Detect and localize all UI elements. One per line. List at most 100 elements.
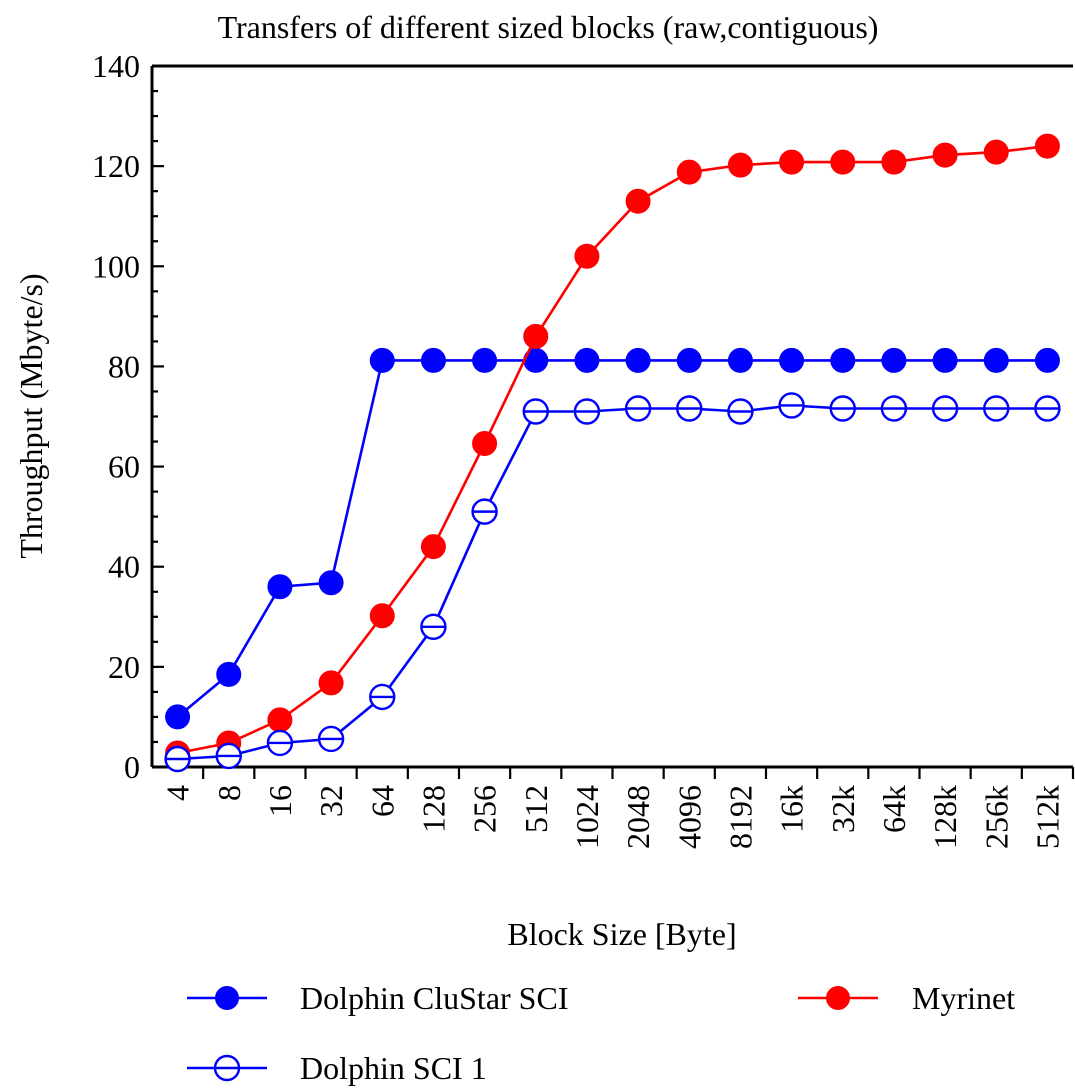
y-tick-label: 0: [124, 749, 140, 785]
data-point: [420, 613, 447, 640]
data-point: [881, 149, 907, 175]
data-point: [625, 347, 651, 373]
data-point: [779, 149, 805, 175]
x-tick-label: 2048: [620, 785, 656, 849]
data-point: [880, 395, 908, 422]
data-point: [624, 395, 652, 422]
data-point: [369, 347, 395, 373]
data-point: [420, 534, 446, 560]
y-tick-label: 40: [108, 549, 140, 585]
series-line: [177, 404, 1048, 761]
data-point: [676, 395, 703, 422]
legend-label: Dolphin SCI 1: [300, 1050, 487, 1086]
series-line: [177, 144, 1048, 755]
data-point: [779, 347, 805, 373]
legend-label: Dolphin CluStar SCI: [300, 980, 568, 1016]
data-point: [369, 603, 395, 629]
data-point: [829, 395, 856, 422]
data-point: [1034, 395, 1061, 422]
legend-marker: [215, 986, 239, 1010]
legend-marker: [213, 1054, 241, 1082]
data-point: [420, 347, 446, 373]
x-tick-label: 64: [364, 785, 400, 817]
data-point: [676, 159, 702, 185]
x-tick-label: 16k: [774, 785, 810, 833]
data-point: [932, 347, 958, 373]
x-tick-label: 32: [313, 785, 349, 817]
data-point: [1034, 133, 1060, 159]
x-tick-label: 256k: [978, 785, 1014, 849]
x-tick-label: 1024: [569, 785, 605, 849]
data-point: [267, 574, 293, 600]
data-point: [983, 139, 1009, 165]
data-point: [266, 729, 294, 757]
data-point: [983, 395, 1010, 422]
data-point: [932, 142, 958, 168]
legend-marker: [826, 986, 850, 1010]
data-point: [574, 243, 600, 269]
data-point: [574, 347, 600, 373]
y-axis-ticks: 0 20 40 60 80 100 120 140: [92, 48, 164, 785]
data-point: [983, 347, 1009, 373]
y-tick-label: 80: [108, 348, 140, 384]
y-tick-label: 120: [92, 148, 140, 184]
y-tick-label: 140: [92, 48, 140, 84]
data-point: [625, 188, 651, 214]
series-0: [165, 347, 1060, 730]
data-point: [931, 395, 959, 422]
data-point: [216, 661, 242, 687]
x-tick-label: 64k: [876, 785, 912, 833]
legend-item: Dolphin SCI 1: [187, 1050, 487, 1086]
data-point: [727, 398, 754, 425]
data-point: [727, 347, 753, 373]
data-point: [778, 392, 805, 419]
x-tick-label: 256: [467, 785, 503, 833]
y-tick-label: 100: [92, 248, 140, 284]
x-tick-label: 16: [262, 785, 298, 817]
data-point: [523, 323, 549, 349]
data-point: [318, 670, 344, 696]
x-tick-label: 4: [160, 785, 196, 801]
data-point: [830, 347, 856, 373]
x-tick-label: 128: [415, 785, 451, 833]
legend-label: Myrinet: [912, 980, 1015, 1016]
data-point: [471, 498, 498, 525]
data-point: [317, 725, 345, 753]
legend-item: Myrinet: [798, 980, 1015, 1016]
legend-item: Dolphin CluStar SCI: [187, 980, 568, 1016]
data-point: [727, 152, 753, 178]
data-point: [472, 431, 498, 457]
data-point: [522, 398, 549, 425]
x-tick-label: 4096: [671, 785, 707, 849]
x-tick-label: 32k: [825, 785, 861, 833]
x-tick-label: 8192: [722, 785, 758, 849]
series-line: [176, 359, 1048, 718]
data-point: [369, 683, 396, 711]
y-tick-label: 60: [108, 449, 140, 485]
data-point: [676, 347, 702, 373]
series-1: [165, 133, 1060, 766]
x-axis-ticks: 4 8 16 32 64 128 256 512 1024 2048 4096 8192 16k 32k 6…: [160, 767, 1075, 849]
data-point: [164, 745, 191, 773]
data-point: [318, 570, 344, 596]
x-tick-label: 128k: [927, 785, 963, 849]
series-2: [164, 392, 1061, 773]
x-axis-label: Block Size [Byte]: [507, 916, 736, 952]
data-point: [830, 149, 856, 175]
data-point: [573, 398, 601, 425]
data-point: [267, 707, 293, 733]
data-point: [165, 704, 191, 730]
data-point: [881, 347, 907, 373]
y-tick-label: 20: [108, 649, 140, 685]
x-tick-label: 512k: [1029, 785, 1065, 849]
series-layer: [164, 133, 1061, 773]
chart-title: Transfers of different sized blocks (raw…: [218, 9, 879, 45]
data-point: [215, 742, 242, 770]
legend: Dolphin CluStar SCI Myrinet Dolphin SCI 1: [187, 980, 1015, 1086]
y-axis-label: Throughput (Mbyte/s): [13, 273, 49, 558]
data-point: [472, 347, 498, 373]
data-point: [1034, 347, 1060, 373]
x-tick-label: 512: [518, 785, 554, 833]
x-tick-label: 8: [211, 785, 247, 801]
